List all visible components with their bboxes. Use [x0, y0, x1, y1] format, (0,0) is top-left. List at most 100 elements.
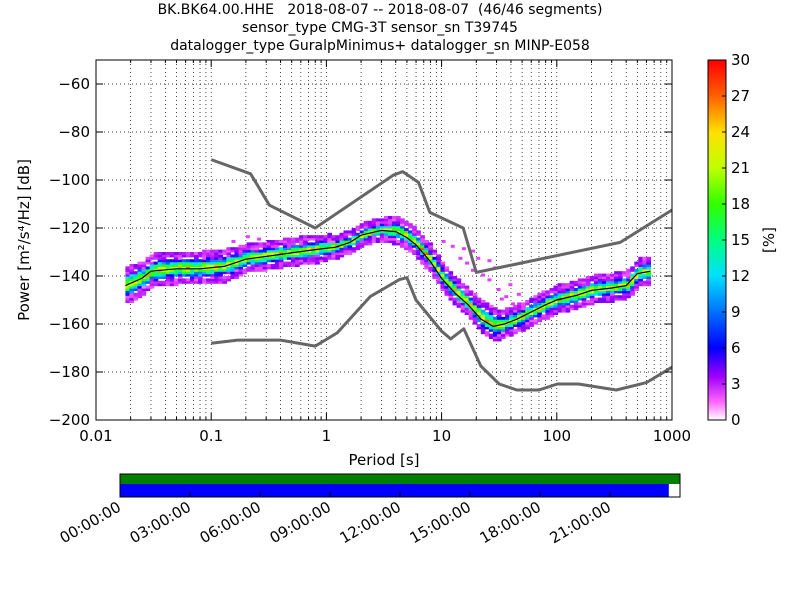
density-cell: [622, 292, 627, 296]
density-cell: [149, 285, 155, 289]
density-cell: [606, 288, 611, 291]
density-cell: [626, 268, 631, 272]
density-cell: [396, 242, 401, 246]
density-cell: [185, 259, 191, 263]
density-cell: [428, 259, 433, 263]
density-cell: [210, 254, 215, 258]
density-cell: [282, 240, 288, 243]
density-cell: [290, 242, 296, 246]
density-cell: [274, 266, 280, 270]
density-cell: [581, 283, 587, 287]
density-cell: [137, 288, 143, 291]
colorbar-tick-label: 12: [731, 267, 750, 285]
y-tick-label: −140: [49, 267, 90, 285]
density-cell: [214, 259, 219, 263]
density-cell: [286, 242, 292, 246]
density-cell: [145, 285, 151, 289]
density-cell: [589, 278, 595, 282]
density-cell: [436, 254, 442, 258]
density-cell: [412, 237, 417, 241]
density-cell: [557, 290, 563, 294]
density-cell: [214, 254, 219, 258]
density-cell: [157, 283, 163, 287]
density-cell: [173, 268, 179, 272]
density-cell: [634, 288, 639, 291]
density-cell: [387, 223, 393, 227]
density-cell: [194, 276, 199, 279]
density-cell: [258, 252, 264, 255]
density-cell: [606, 276, 611, 279]
density-cell: [206, 256, 211, 260]
density-cell: [630, 266, 635, 270]
density-cell: [537, 304, 543, 308]
density-cell: [307, 252, 312, 255]
density-cell: [622, 283, 627, 287]
density-cell: [638, 273, 643, 277]
density-cell: [509, 326, 514, 330]
density-cell: [622, 297, 627, 301]
density-cell: [355, 240, 361, 243]
density-cell: [509, 309, 514, 313]
density-cell: [311, 256, 316, 260]
density-cell: [270, 249, 276, 253]
density-cell: [181, 280, 187, 284]
density-cell: [161, 280, 167, 284]
timeline-tick-label: 15:00:00: [407, 498, 474, 547]
density-cell: [246, 249, 252, 253]
density-cell: [307, 244, 312, 248]
density-cell: [371, 237, 377, 241]
density-cell: [601, 300, 607, 303]
density-cell: [565, 283, 571, 287]
colorbar-tick-label: 30: [731, 51, 750, 69]
density-cell: [391, 216, 397, 219]
density-cell: [367, 223, 373, 227]
density-cell: [351, 240, 357, 243]
density-cell: [262, 244, 268, 248]
density-cell: [517, 321, 522, 325]
density-cell: [177, 264, 183, 267]
density-cell: [589, 302, 595, 306]
density-cell: [157, 259, 163, 263]
density-cell: [270, 247, 276, 251]
density-cell: [331, 237, 337, 241]
density-cell: [537, 314, 543, 318]
density-cell: [464, 304, 470, 308]
density-cell: [553, 302, 559, 306]
density-cell: [472, 307, 478, 311]
density-cell: [218, 254, 223, 258]
density-cell: [428, 254, 433, 258]
density-cell: [517, 326, 522, 330]
density-cell: [461, 247, 466, 251]
density-cell: [250, 261, 256, 265]
density-cell: [634, 280, 639, 284]
density-cell: [286, 249, 292, 253]
density-cell: [351, 242, 357, 246]
density-cell: [488, 319, 494, 323]
density-cell: [202, 256, 207, 260]
density-cell: [339, 247, 345, 251]
density-cell: [597, 283, 603, 287]
density-cell: [565, 295, 571, 299]
density-cell: [496, 326, 502, 330]
density-cell: [404, 237, 409, 241]
density-cell: [505, 331, 510, 335]
density-cell: [472, 304, 478, 308]
density-cell: [618, 297, 623, 301]
density-cell: [480, 326, 486, 330]
density-cell: [190, 261, 195, 265]
data-coverage-timeline: 00:00:00 03:00:00 06:00:00 09:00:00 12:00:00…: [57, 473, 681, 547]
density-cell: [290, 240, 296, 243]
density-cell: [177, 266, 183, 270]
density-cell: [501, 333, 506, 337]
density-cell: [618, 271, 623, 275]
density-cell: [311, 244, 316, 248]
density-cell: [254, 249, 260, 253]
density-cell: [153, 280, 159, 284]
density-cell: [488, 326, 494, 330]
density-cell: [375, 240, 381, 243]
density-cell: [351, 237, 357, 241]
density-cell: [391, 218, 397, 222]
density-cell: [250, 254, 256, 258]
density-cell: [145, 268, 151, 272]
density-cell: [545, 314, 551, 318]
